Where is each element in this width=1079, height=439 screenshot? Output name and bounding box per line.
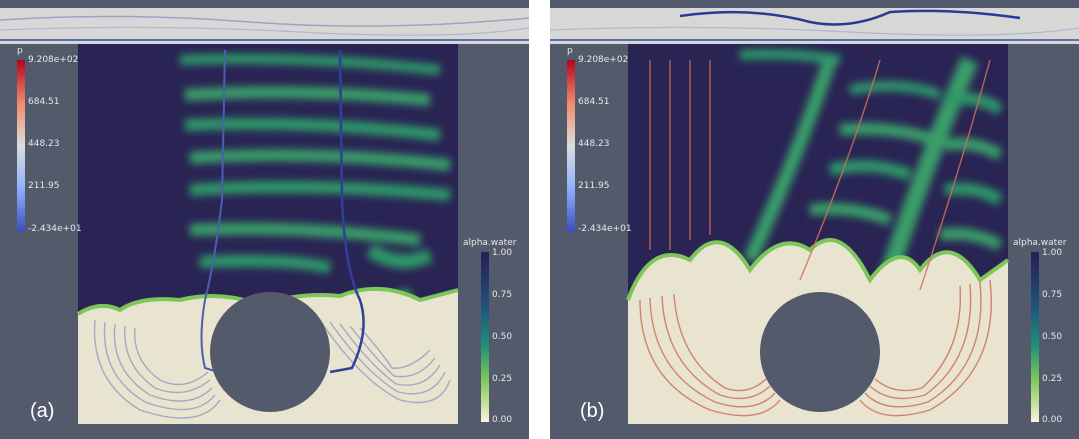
alpha-tick-4: 0.25: [492, 374, 513, 384]
alpha-tick-2: 0.75: [492, 290, 513, 300]
alpha-tick-max: 1.00: [1042, 248, 1063, 258]
panel-label-b: (b): [580, 400, 605, 422]
pressure-tick-3: 448.23: [578, 139, 610, 149]
pressure-tick-max: 9.208e+02: [28, 55, 79, 65]
pressure-tick-min: -2.434e+01: [578, 224, 632, 234]
pressure-colorbar: [567, 60, 575, 232]
pressure-scale-title: p: [17, 46, 23, 56]
panel-b: p 9.208e+02 684.51 448.23 211.95 -2.434e…: [550, 0, 1079, 439]
alpha-tick-3: 0.50: [492, 332, 513, 342]
alpha-tick-3: 0.50: [1042, 332, 1063, 342]
alpha-colorbar: [481, 252, 489, 422]
pressure-tick-max: 9.208e+02: [578, 55, 629, 65]
alpha-tick-max: 1.00: [492, 248, 513, 258]
pressure-colorbar: [17, 60, 25, 232]
alpha-colorbar: [1031, 252, 1039, 422]
alpha-tick-min: 0.00: [1042, 415, 1063, 425]
alpha-scale-title: alpha.water: [1013, 238, 1067, 248]
alpha-scale-title: alpha.water: [463, 238, 517, 248]
pressure-tick-2: 684.51: [28, 97, 60, 107]
pressure-scale-title: p: [567, 46, 573, 56]
pressure-tick-2: 684.51: [578, 97, 610, 107]
flow-field-b: [550, 8, 1079, 424]
alpha-tick-2: 0.75: [1042, 290, 1063, 300]
alpha-tick-4: 0.25: [1042, 374, 1063, 384]
pressure-tick-4: 211.95: [578, 181, 610, 191]
panel-label-a: (a): [30, 400, 55, 422]
pressure-tick-4: 211.95: [28, 181, 60, 191]
flow-field-a: [0, 8, 529, 424]
pressure-tick-min: -2.434e+01: [28, 224, 82, 234]
alpha-tick-min: 0.00: [492, 415, 513, 425]
panel-a: p 9.208e+02 684.51 448.23 211.95 -2.434e…: [0, 0, 529, 439]
pressure-tick-3: 448.23: [28, 139, 60, 149]
